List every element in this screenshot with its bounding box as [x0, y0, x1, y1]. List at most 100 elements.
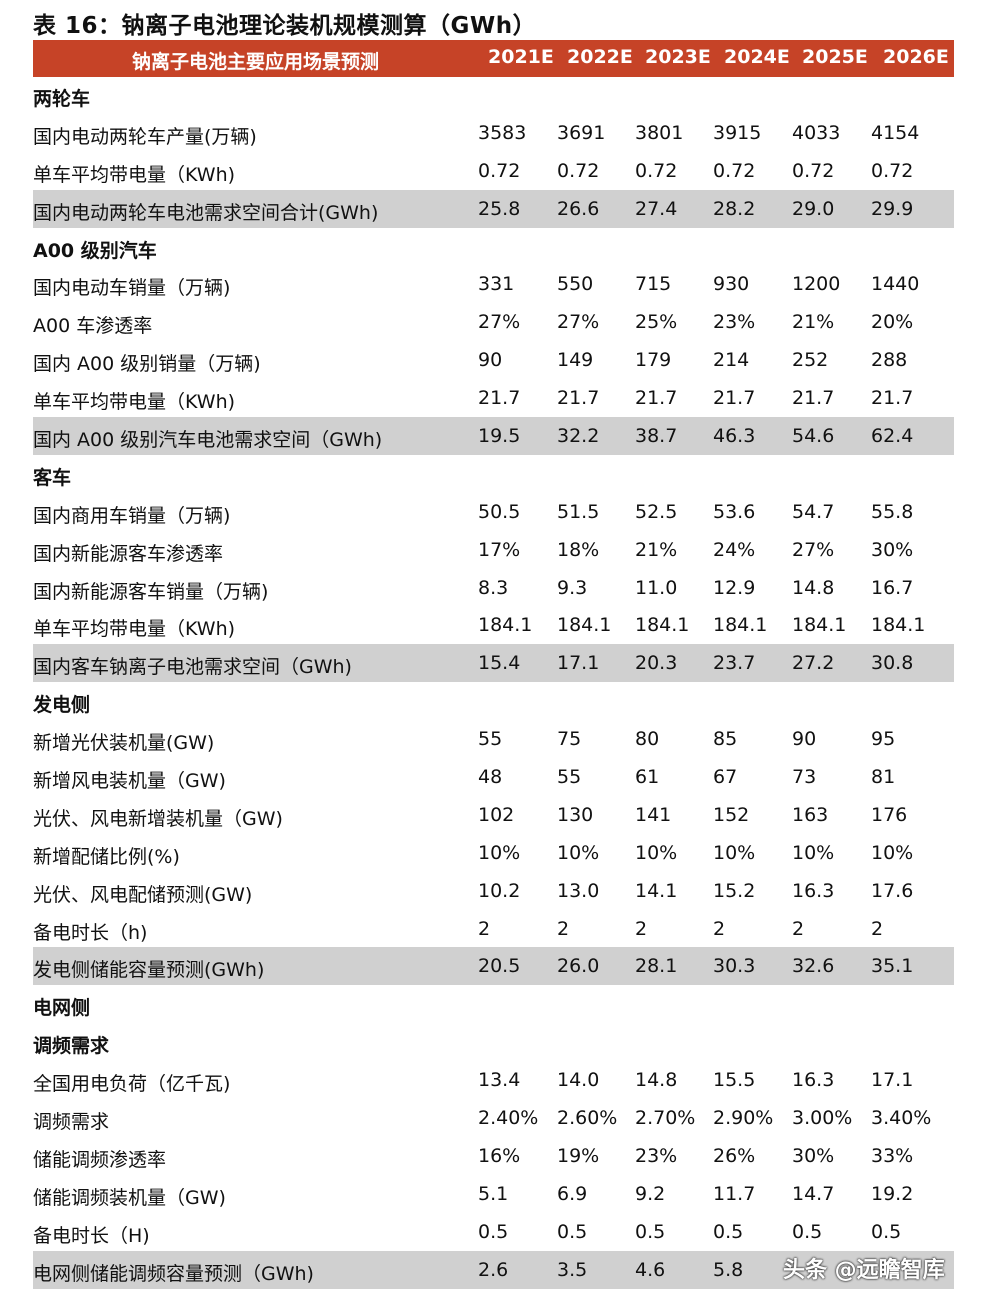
row-label: 新增配储比例(%) [33, 845, 180, 868]
table-body: 两轮车 国内电动两轮车产量(万辆) 3583 3691 3801 3915 4033 4154… [33, 76, 954, 1289]
table-row: 备电时长（h) 2 2 2 2 2 2 [33, 910, 954, 948]
table-row: 国内新能源客车销量（万辆) 8.3 9.3 11.0 12.9 14.8 16.7 [33, 569, 954, 607]
cell-value: 141 [635, 803, 672, 826]
row-label: 单车平均带电量（KWh) [33, 618, 236, 641]
cell-value: 21% [792, 311, 835, 334]
cell-value: 2 [871, 917, 884, 940]
cell-value: 29.9 [871, 197, 914, 220]
cell-value: 67 [713, 766, 738, 789]
cell-value: 2.40% [478, 1107, 539, 1130]
cell-value: 252 [792, 349, 829, 372]
cell-value: 2.90% [713, 1107, 774, 1130]
cell-value: 10% [713, 841, 756, 864]
table-row: 光伏、风电配储预测(GW) 10.2 13.0 14.1 15.2 16.3 17.6 [33, 872, 954, 910]
cell-value: 95 [871, 728, 896, 751]
cell-value: 21.7 [635, 387, 678, 410]
table-row: 新增配储比例(%) 10% 10% 10% 10% 10% 10% [33, 834, 954, 872]
cell-value: 13.0 [557, 879, 600, 902]
cell-value: 21.7 [478, 387, 521, 410]
row-label: 国内 A00 级别汽车电池需求空间（GWh) [33, 429, 383, 452]
table-title: 表 16：钠离子电池理论装机规模测算（GWh） [33, 13, 537, 39]
cell-value: 9.3 [557, 576, 588, 599]
cell-value: 0.72 [871, 159, 914, 182]
header-year: 2024E [724, 46, 790, 68]
cell-value: 81 [871, 766, 896, 789]
table-header: 钠离子电池主要应用场景预测 2021E 2022E 2023E 2024E 20… [33, 40, 954, 77]
cell-value: 14.8 [635, 1069, 678, 1092]
cell-value: 73 [792, 766, 817, 789]
cell-value: 4154 [871, 121, 920, 144]
cell-value: 0.72 [713, 159, 756, 182]
cell-value: 20.3 [635, 652, 678, 675]
cell-value: 51.5 [557, 500, 600, 523]
cell-value: 14.8 [792, 576, 835, 599]
cell-value: 15.4 [478, 652, 521, 675]
cell-value: 5.8 [713, 1258, 744, 1281]
cell-value: 27% [792, 538, 835, 561]
cell-value: 28.1 [635, 955, 678, 978]
cell-value: 14.7 [792, 1182, 835, 1205]
cell-value: 23% [713, 311, 756, 334]
cell-value: 29.0 [792, 197, 835, 220]
cell-value: 184.1 [792, 614, 847, 637]
cell-value: 4033 [792, 121, 841, 144]
row-label: 储能调频装机量（GW) [33, 1186, 226, 1209]
cell-value: 35.1 [871, 955, 914, 978]
row-label: 备电时长（h) [33, 921, 148, 944]
row-label: 新增光伏装机量(GW) [33, 732, 215, 755]
row-label: 光伏、风电配储预测(GW) [33, 883, 253, 906]
cell-value: 26% [713, 1144, 756, 1167]
cell-value: 16.7 [871, 576, 914, 599]
cell-value: 90 [478, 349, 503, 372]
total-row: 发电侧储能容量预测(GWh) 20.5 26.0 28.1 30.3 32.6 35.1 [33, 947, 954, 986]
cell-value: 33% [871, 1144, 914, 1167]
cell-value: 32.6 [792, 955, 835, 978]
cell-value: 46.3 [713, 425, 756, 448]
row-label: 光伏、风电新增装机量（GW) [33, 807, 283, 830]
table-row: 全国用电负荷（亿千瓦) 13.4 14.0 14.8 15.5 16.3 17.1 [33, 1061, 954, 1099]
cell-value: 90 [792, 728, 817, 751]
cell-value: 17.6 [871, 879, 914, 902]
table-row: 单车平均带电量（KWh) 0.72 0.72 0.72 0.72 0.72 0.72 [33, 152, 954, 190]
header-year: 2023E [645, 46, 711, 68]
cell-value: 14.0 [557, 1069, 600, 1092]
row-label: 两轮车 [33, 88, 91, 110]
total-row: 电网侧储能调频容量预测（GWh) 2.6 3.5 4.6 5.8 [33, 1250, 954, 1289]
cell-value: 2 [713, 917, 726, 940]
cell-value: 32.2 [557, 425, 600, 448]
cell-value: 18% [557, 538, 600, 561]
cell-value: 214 [713, 349, 750, 372]
cell-value: 9.2 [635, 1182, 666, 1205]
cell-value: 52.5 [635, 500, 678, 523]
row-label: 储能调频渗透率 [33, 1148, 167, 1171]
table-row: 新增光伏装机量(GW) 55 75 80 85 90 95 [33, 720, 954, 758]
cell-value: 2 [478, 917, 491, 940]
cell-value: 10% [792, 841, 835, 864]
cell-value: 21.7 [792, 387, 835, 410]
row-label: 国内电动两轮车产量(万辆) [33, 125, 257, 148]
table-row: 国内电动两轮车产量(万辆) 3583 3691 3801 3915 4033 4154 [33, 114, 954, 152]
table-row: 调频需求 2.40% 2.60% 2.70% 2.90% 3.00% 3.40% [33, 1099, 954, 1137]
total-row: 国内电动两轮车电池需求空间合计(GWh) 25.8 26.6 27.4 28.2 29.0… [33, 189, 954, 228]
row-label: A00 级别汽车 [33, 239, 157, 262]
cell-value: 10.2 [478, 879, 521, 902]
cell-value: 21.7 [557, 387, 600, 410]
cell-value: 149 [557, 349, 594, 372]
cell-value: 15.2 [713, 879, 756, 902]
cell-value: 0.72 [792, 159, 835, 182]
cell-value: 27% [478, 311, 521, 334]
cell-value: 3.5 [557, 1258, 588, 1281]
cell-value: 0.72 [557, 159, 600, 182]
cell-value: 62.4 [871, 425, 914, 448]
row-label: 发电侧储能容量预测(GWh) [33, 959, 265, 982]
cell-value: 550 [557, 273, 594, 296]
cell-value: 715 [635, 273, 672, 296]
cell-value: 2 [792, 917, 805, 940]
cell-value: 1440 [871, 273, 920, 296]
cell-value: 19.2 [871, 1182, 914, 1205]
cell-value: 17.1 [557, 652, 600, 675]
cell-value: 2.70% [635, 1107, 696, 1130]
cell-value: 75 [557, 728, 582, 751]
cell-value: 163 [792, 803, 829, 826]
cell-value: 5.1 [478, 1182, 509, 1205]
